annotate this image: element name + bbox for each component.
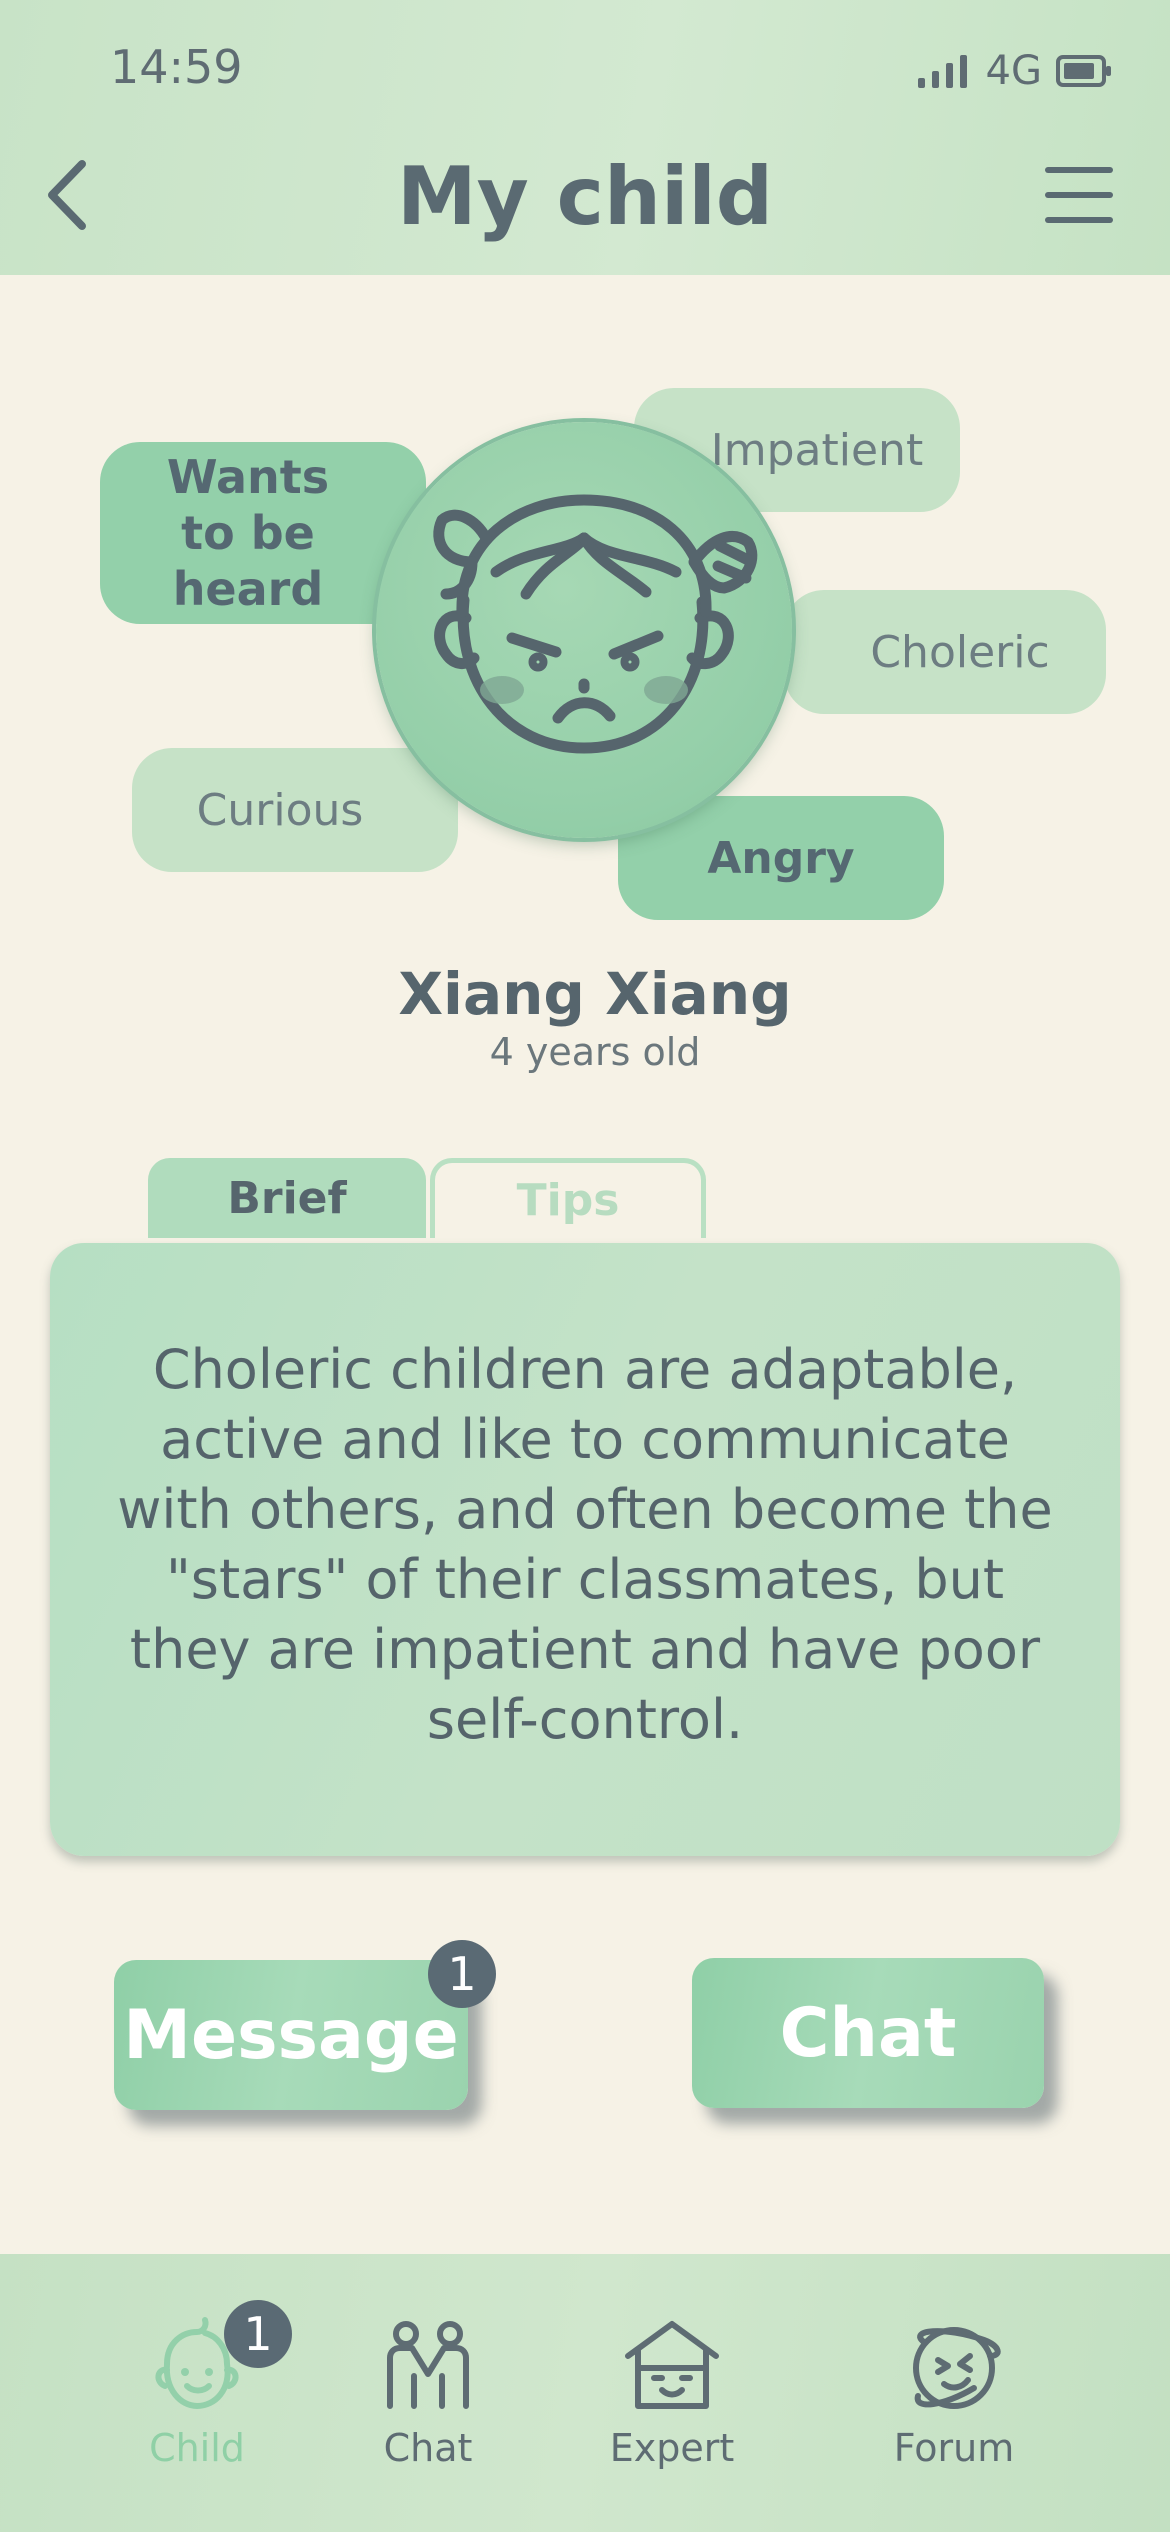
child-age: 4 years old bbox=[489, 1030, 701, 1074]
angry-girl-face-icon bbox=[433, 494, 758, 754]
planet-icon bbox=[913, 2327, 1001, 2409]
battery-icon bbox=[1056, 55, 1111, 87]
people-icon bbox=[387, 2321, 469, 2409]
tab-tips[interactable]: Tips bbox=[430, 1158, 706, 1238]
page-title: My child bbox=[396, 150, 774, 243]
description-text: Choleric children are adaptable, active … bbox=[117, 1338, 1053, 1751]
nav-label-chat: Chat bbox=[383, 2426, 473, 2470]
nav-label-child: Child bbox=[149, 2426, 245, 2470]
tag-wants-to-be-heard: Wants to be heard bbox=[100, 442, 426, 624]
tag-curious: Curious bbox=[132, 748, 458, 872]
signal-icon bbox=[917, 55, 967, 88]
menu-icon[interactable] bbox=[1044, 162, 1114, 228]
child-avatar bbox=[376, 422, 792, 838]
network-type: 4G bbox=[985, 48, 1042, 94]
tab-brief[interactable]: Brief bbox=[148, 1158, 426, 1238]
back-arrow-icon[interactable] bbox=[40, 150, 110, 240]
baby-face-icon bbox=[155, 2317, 239, 2410]
child-name: Xiang Xiang bbox=[398, 960, 792, 1028]
nav-item-expert[interactable]: Expert bbox=[572, 2316, 772, 2470]
nav-item-forum[interactable]: Forum bbox=[854, 2316, 1054, 2470]
child-nav-badge: 1 bbox=[224, 2300, 292, 2368]
description-card: Choleric children are adaptable, active … bbox=[50, 1243, 1120, 1856]
header-bar bbox=[0, 0, 1170, 275]
chat-button[interactable]: Chat bbox=[692, 1958, 1044, 2108]
status-time: 14:59 bbox=[110, 40, 243, 94]
tag-choleric: Choleric bbox=[784, 590, 1106, 714]
nav-item-child[interactable]: Child bbox=[97, 2316, 297, 2470]
nav-item-chat[interactable]: Chat bbox=[328, 2316, 528, 2470]
message-badge: 1 bbox=[428, 1940, 496, 2008]
nav-label-forum: Forum bbox=[893, 2426, 1015, 2470]
nav-label-expert: Expert bbox=[609, 2426, 735, 2470]
status-indicators: 4G bbox=[916, 46, 1112, 96]
message-button[interactable]: Message bbox=[114, 1960, 468, 2110]
expert-house-icon bbox=[625, 2321, 719, 2409]
